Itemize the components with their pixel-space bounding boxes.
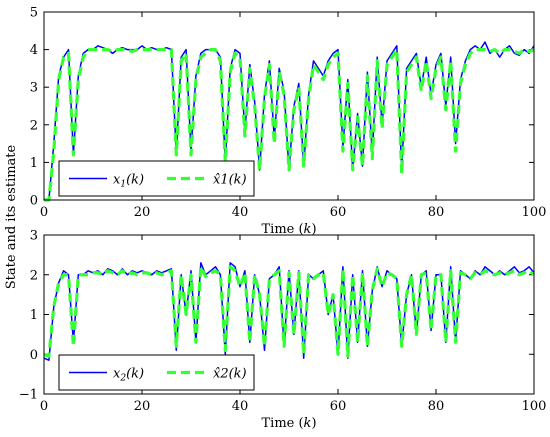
y-tick-label: 4 [30,43,38,58]
y-axis-label: State and its estimate [4,144,19,289]
y-tick-label: 1 [30,156,38,171]
y-tick-label: 3 [30,81,38,96]
x-tick-label: 40 [232,205,249,220]
x-tick-label: 40 [232,399,249,414]
legend: x2(k) x̂2(k) [58,354,255,391]
y-tick-label: 5 [30,6,38,21]
y-tick-label: 2 [30,268,38,283]
x-axis-label: Time (k) [261,222,316,237]
y-tick-label: 1 [30,308,38,323]
y-tick-label: 0 [30,194,38,209]
legend: x1(k) x̂1(k) [58,160,255,197]
x-axis-label: Time (k) [261,416,316,431]
x-tick-label: 100 [522,205,547,220]
y-tick-label: 2 [30,118,38,133]
x-tick-label: 80 [428,399,445,414]
series-line-2 [44,47,535,202]
axes-frame [43,11,535,201]
y-tick-label: −1 [19,388,38,403]
x-tick-label: 20 [134,399,151,414]
y-tick-label: 0 [30,348,38,363]
x-tick-label: 80 [428,205,445,220]
x-tick-label: 0 [40,399,48,414]
legend-label: x1(k) [113,173,144,190]
legend-label: x̂2(k) [213,367,247,382]
legend-label: x2(k) [113,367,144,384]
x-tick-label: 20 [134,205,151,220]
y-tick-label: 3 [30,229,38,244]
series-line-2 [43,265,536,358]
x-tick-label: 100 [522,399,547,414]
legend-label: x̂1(k) [213,173,247,188]
panel-1: 0 20 40 60 80 100 0 1 2 3 4 5 Time (k) x1(k) x̂1(k) [30,6,547,238]
axes-frame [43,234,535,395]
x-tick-label: 60 [330,399,347,414]
x-tick-label: 60 [330,205,347,220]
x-tick-label: 0 [40,205,48,220]
